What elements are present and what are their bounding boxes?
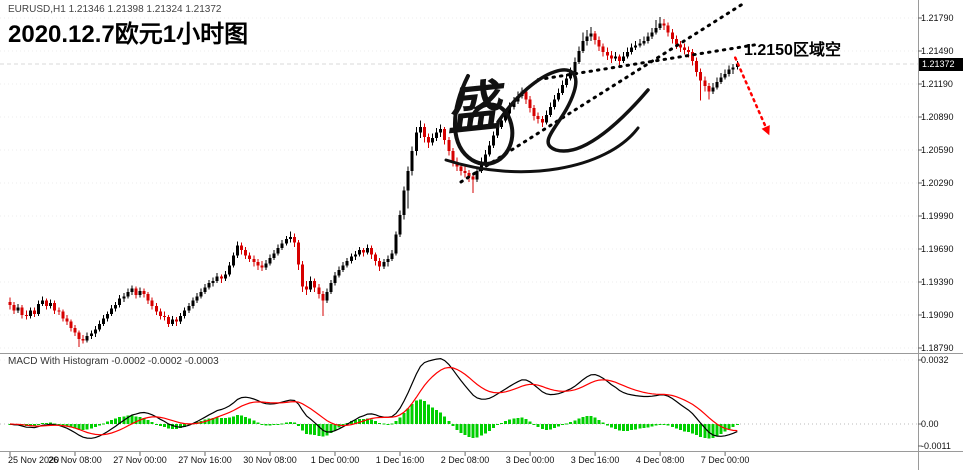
sell-arrow <box>733 56 770 136</box>
axis-tick-marks <box>9 17 922 456</box>
macd-indicator <box>0 357 918 439</box>
macd-histogram <box>8 399 739 439</box>
macd-line <box>9 357 738 439</box>
signature-watermark: 盛 <box>443 68 650 174</box>
candlestick-series <box>8 16 739 347</box>
price-gridlines <box>0 17 918 349</box>
macd-signal-line <box>9 366 738 436</box>
